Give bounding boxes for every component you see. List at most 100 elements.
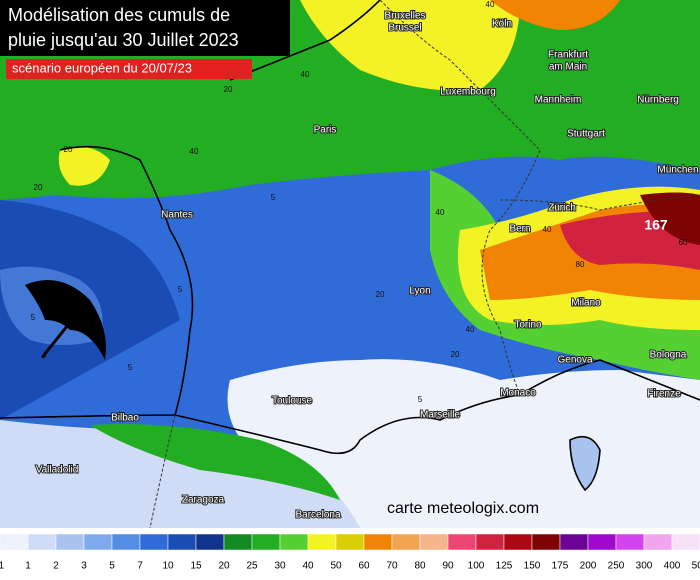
- contour-label: 40: [301, 70, 310, 79]
- legend: .1 1 2 3 5 7 10 15 20 25 30 40 50 60 70 80 90 100 125 150 17…: [0, 533, 700, 572]
- city-label: München: [657, 165, 698, 176]
- legend-swatch: [363, 533, 393, 551]
- city-label: Nürnberg: [637, 95, 679, 106]
- legend-swatch: [419, 533, 449, 551]
- legend-swatch: [587, 533, 617, 551]
- legend-label: 125: [496, 561, 513, 572]
- city-label: Valladolid: [36, 465, 79, 476]
- legend-swatch: [223, 533, 253, 551]
- city-label: Marseille: [420, 410, 460, 421]
- legend-label: 80: [414, 561, 426, 572]
- legend-label: 50: [330, 561, 342, 572]
- city-label: Torino: [514, 320, 542, 331]
- city-label: Bologna: [650, 350, 687, 361]
- legend-swatch: [447, 533, 477, 551]
- city-label: Brussel: [388, 23, 421, 34]
- legend-swatch: [671, 533, 700, 551]
- legend-label: 30: [274, 561, 286, 572]
- contour-label: 20: [224, 85, 233, 94]
- contour-label: 60: [679, 238, 688, 247]
- city-label: Stuttgart: [567, 129, 605, 140]
- title-line: Modélisation des cumuls de: [8, 5, 230, 25]
- legend-swatch: [335, 533, 365, 551]
- city-label: Milano: [571, 298, 601, 309]
- title-box: Modélisation des cumuls de pluie jusqu'a…: [0, 0, 290, 79]
- legend-swatch: [643, 533, 673, 551]
- contour-label: 40: [486, 0, 495, 9]
- city-label: Mannheim: [535, 95, 582, 106]
- city-label: Barcelona: [295, 510, 340, 521]
- contour-label: 40: [190, 147, 199, 156]
- legend-label: 40: [302, 561, 314, 572]
- legend-label: 25: [246, 561, 258, 572]
- legend-swatch: [559, 533, 589, 551]
- legend-swatch: [167, 533, 197, 551]
- city-label: Luxembourg: [440, 87, 496, 98]
- legend-label: 2: [53, 561, 59, 572]
- umbrella-icon: [25, 280, 106, 360]
- legend-label: 70: [386, 561, 398, 572]
- contour-label: 20: [34, 183, 43, 192]
- legend-swatch: [195, 533, 225, 551]
- city-label: Köln: [492, 19, 512, 30]
- contour-label: 40: [436, 208, 445, 217]
- legend-swatch: [251, 533, 281, 551]
- city-label: Nantes: [161, 210, 193, 221]
- legend-label: 500: [692, 561, 700, 572]
- city-label: Paris: [314, 125, 337, 136]
- city-label: Genova: [557, 355, 592, 366]
- legend-swatch: [55, 533, 85, 551]
- contour-label: 5: [128, 363, 133, 372]
- city-label: Monaco: [500, 388, 536, 399]
- city-label: Bern: [509, 224, 530, 235]
- legend-label: 300: [636, 561, 653, 572]
- legend-swatch: [279, 533, 309, 551]
- max-label: 167: [644, 217, 668, 233]
- legend-swatch: [139, 533, 169, 551]
- contour-label: 5: [31, 313, 36, 322]
- city-label: Frankfurt: [548, 50, 588, 61]
- legend-label: 175: [552, 561, 569, 572]
- legend-swatch: [475, 533, 505, 551]
- legend-swatch: [27, 533, 57, 551]
- contour-label: 40: [543, 225, 552, 234]
- legend-swatch: [111, 533, 141, 551]
- legend-swatch: [615, 533, 645, 551]
- legend-label: 15: [190, 561, 202, 572]
- city-label: Bruxelles: [384, 11, 425, 22]
- legend-label: 100: [468, 561, 485, 572]
- city-label: Zaragoza: [182, 495, 225, 506]
- contour-label: 20: [376, 290, 385, 299]
- contour-label: 20: [451, 350, 460, 359]
- legend-label: 250: [608, 561, 625, 572]
- legend-label: 60: [358, 561, 370, 572]
- map-area: [0, 0, 700, 529]
- legend-label: 90: [442, 561, 454, 572]
- legend-label: .1: [0, 561, 5, 572]
- contour-label: 5: [178, 285, 183, 294]
- city-label: Toulouse: [272, 396, 312, 407]
- legend-swatch: [391, 533, 421, 551]
- legend-label: 200: [580, 561, 597, 572]
- legend-label: 3: [81, 561, 87, 572]
- legend-swatch: [503, 533, 533, 551]
- legend-swatch: [83, 533, 113, 551]
- city-label: Firenze: [647, 389, 681, 400]
- legend-label: 400: [664, 561, 681, 572]
- legend-swatch: [531, 533, 561, 551]
- city-label: am Main: [549, 62, 587, 73]
- legend-label: 150: [524, 561, 541, 572]
- legend-label: 1: [25, 561, 31, 572]
- legend-label: 20: [218, 561, 230, 572]
- credit: carte meteologix.com: [387, 500, 539, 517]
- city-label: Bilbao: [111, 413, 139, 424]
- legend-swatch: [0, 533, 29, 551]
- contour-label: 5: [418, 395, 423, 404]
- city-label: Lyon: [409, 286, 430, 297]
- contour-label: 80: [576, 260, 585, 269]
- legend-label: 10: [162, 561, 174, 572]
- title-line: pluie jusqu'au 30 Juillet 2023: [8, 30, 239, 50]
- legend-swatch: [307, 533, 337, 551]
